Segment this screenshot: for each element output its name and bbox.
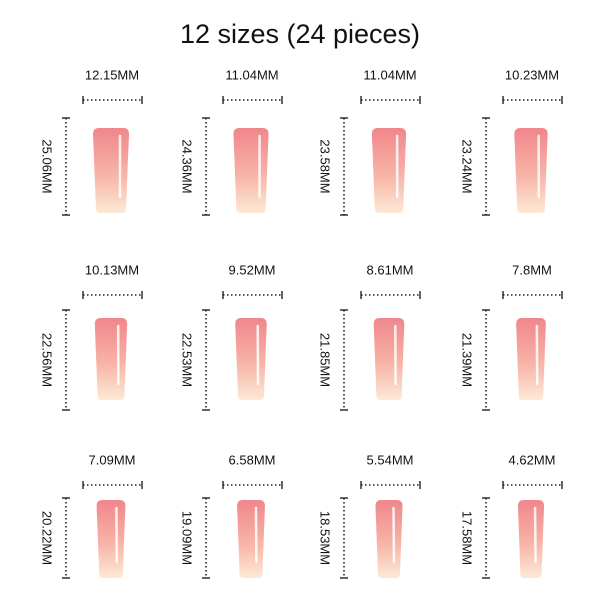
width-label: 4.62MM [509, 452, 556, 467]
nail [235, 318, 267, 400]
height-label: 17.58MM [460, 511, 475, 565]
width-label: 6.58MM [229, 452, 276, 467]
width-label: 12.15MM [85, 67, 139, 82]
nail [375, 500, 403, 578]
size-card: 7.09MM 20.22MM [40, 452, 143, 579]
nail [517, 500, 545, 578]
size-card: 4.62MM 17.58MM [460, 452, 563, 579]
height-label: 18.53MM [318, 511, 333, 565]
size-card: 10.13MM 22.56MM [40, 262, 143, 411]
height-label: 22.56MM [40, 333, 55, 387]
height-label: 20.22MM [40, 511, 55, 565]
width-label: 8.61MM [367, 262, 414, 277]
size-card: 8.61MM 21.85MM [318, 262, 421, 411]
nail [516, 318, 546, 400]
width-label: 7.09MM [89, 452, 136, 467]
nail-highlight [533, 506, 537, 564]
size-card: 5.54MM 18.53MM [318, 452, 421, 579]
nail [514, 128, 548, 213]
width-label: 11.04MM [225, 67, 278, 82]
width-label: 7.8MM [512, 262, 552, 277]
height-label: 21.39MM [460, 333, 475, 387]
height-label: 25.06MM [40, 139, 55, 193]
size-card: 7.8MM 21.39MM [460, 262, 563, 411]
width-label: 11.04MM [363, 67, 416, 82]
size-card: 10.23MM 23.24MM [460, 67, 563, 216]
size-card: 6.58MM 19.09MM [180, 452, 283, 579]
height-label: 22.53MM [180, 333, 195, 387]
height-label: 23.24MM [460, 139, 475, 193]
title: 12 sizes (24 pieces) [180, 19, 420, 49]
size-card: 11.04MM 24.36MM [180, 67, 283, 216]
nail [233, 128, 269, 213]
size-card: 12.15MM 25.06MM [40, 67, 143, 216]
height-label: 19.09MM [180, 511, 195, 565]
nail [373, 318, 405, 400]
nail-highlight [392, 506, 396, 564]
height-label: 23.58MM [318, 139, 333, 193]
nail [237, 500, 265, 578]
nail [94, 318, 128, 400]
height-label: 21.85MM [318, 333, 333, 387]
size-card: 9.52MM 22.53MM [180, 262, 283, 411]
nail [96, 500, 126, 578]
height-label: 24.36MM [180, 139, 195, 193]
width-label: 10.13MM [85, 262, 139, 277]
width-label: 10.23MM [505, 67, 559, 82]
nail [371, 128, 407, 213]
width-label: 5.54MM [367, 452, 414, 467]
size-card: 11.04MM 23.58MM [318, 67, 421, 216]
width-label: 9.52MM [229, 262, 276, 277]
nail [93, 128, 129, 213]
